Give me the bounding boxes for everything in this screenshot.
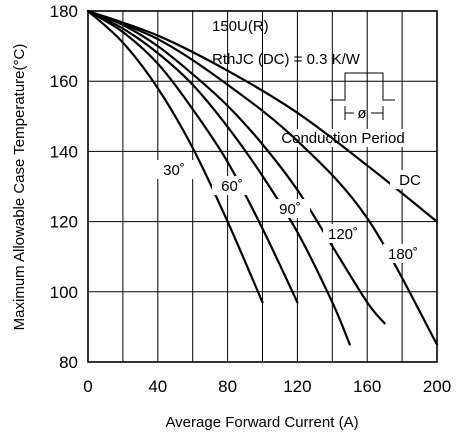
- curve-line: [86, 9, 439, 223]
- grid: [88, 11, 437, 362]
- x-tick-label: 120: [283, 377, 311, 396]
- phi-label: ø: [357, 105, 366, 122]
- curve-label-bg: [390, 170, 430, 189]
- curve-line: [86, 9, 351, 346]
- curve-label: 60˚: [221, 178, 243, 195]
- device-label: 150U(R): [212, 18, 269, 35]
- curve-label: 120˚: [328, 226, 358, 243]
- curve-label: DC: [399, 172, 421, 189]
- x-tick-label: 40: [148, 377, 167, 396]
- curve-label-bg: [270, 199, 310, 218]
- curve-line: [86, 9, 386, 325]
- x-tick-label: 0: [83, 377, 92, 396]
- curve-label-bg: [383, 244, 423, 263]
- y-tick-label: 100: [50, 283, 78, 302]
- y-tick-label: 140: [50, 142, 78, 161]
- curve-label-bg: [323, 224, 363, 243]
- curve-label-bg: [154, 160, 194, 179]
- x-tick-label: 80: [218, 377, 237, 396]
- tick-labels: 0 40 80 120 160 200 80 100 120 140 160 180: [50, 2, 452, 396]
- curve-line: [86, 9, 264, 304]
- y-tick-label: 80: [59, 353, 78, 372]
- curve-label-bg: [212, 176, 252, 195]
- y-tick-label: 180: [50, 2, 78, 21]
- conduction-label-bg: [275, 129, 411, 147]
- curve-label: 30˚: [163, 162, 185, 179]
- conduction-waveform-inset: ø: [330, 72, 395, 122]
- curve-line: [86, 9, 299, 304]
- plot-frame: [87, 10, 438, 363]
- conduction-period-label: Conduction Period: [281, 130, 404, 147]
- curve-labels: 30˚ 60˚ 90˚ 120˚ 180˚ DC: [154, 160, 430, 263]
- curve-label: 180˚: [388, 246, 418, 263]
- x-tick-label: 160: [353, 377, 381, 396]
- curve-label: 90˚: [279, 201, 301, 218]
- y-tick-label: 120: [50, 213, 78, 232]
- y-axis-title: Maximum Allowable Case Temperature(°C): [11, 44, 28, 331]
- y-tick-label: 160: [50, 72, 78, 91]
- x-axis-title: Average Forward Current (A): [165, 414, 358, 431]
- rth-label: RthJC (DC) = 0.3 K/W: [212, 51, 361, 68]
- x-tick-label: 200: [423, 377, 451, 396]
